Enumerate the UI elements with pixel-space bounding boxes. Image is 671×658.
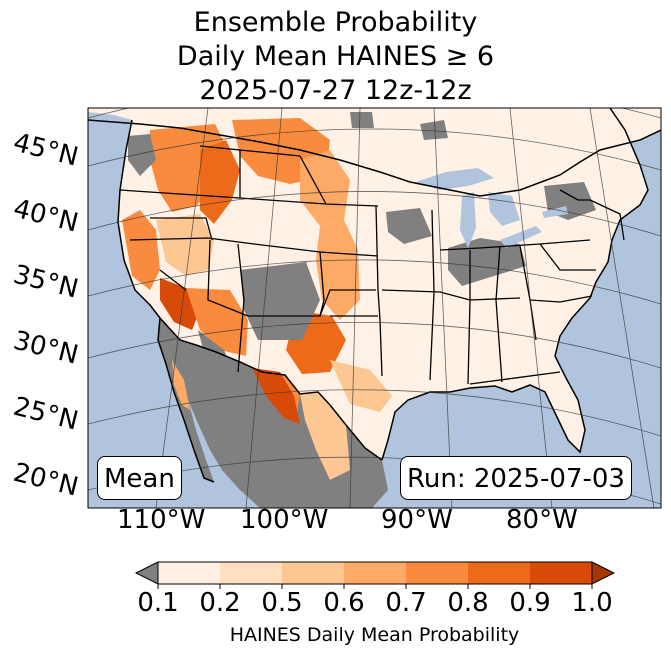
colorbar-segment-3: [282, 562, 344, 584]
canada-gray-2: [420, 120, 448, 140]
texas-light: [330, 360, 392, 412]
graticule: [88, 108, 661, 508]
colorbar-frame: [157, 561, 593, 585]
california-dark: [160, 278, 200, 330]
southwest-gray: [198, 330, 236, 384]
idaho-orange: [200, 140, 240, 224]
colorbar-tick-label: 0.2: [199, 588, 241, 618]
colorbar-tick-label: 0.6: [323, 588, 365, 618]
lat-label-30: 30°N: [10, 326, 81, 371]
run-label-box: Run: 2025-07-03: [400, 456, 632, 500]
colorbar-label: HAINES Daily Mean Probability: [229, 624, 520, 646]
lake-huron: [488, 192, 520, 226]
lat-label-25: 25°N: [10, 392, 81, 437]
colorbar-tick-label: 0.1: [137, 588, 179, 618]
colorbar-segment-6: [468, 562, 530, 584]
colorbar-segment-5: [406, 562, 468, 584]
plains-light: [316, 220, 360, 320]
lat-label-45: 45°N: [10, 128, 81, 173]
midwest-gray-2: [448, 238, 526, 286]
lon-label-110: 110°W: [117, 505, 206, 535]
colorbar-tick-label: 1.0: [571, 588, 613, 618]
lon-label-80: 80°W: [506, 505, 578, 535]
colorbar: [134, 561, 616, 589]
lat-label-35: 35°N: [10, 260, 81, 305]
colorbar-segment-1: [158, 562, 220, 584]
map-area: [88, 108, 661, 508]
lat-label-20: 20°N: [10, 458, 81, 503]
lake-michigan: [460, 192, 476, 248]
colorbar-under-arrow: [134, 561, 159, 585]
midwest-gray-1: [386, 208, 432, 244]
title-line-1: Ensemble Probability: [193, 7, 478, 38]
lon-label-90: 90°W: [381, 505, 453, 535]
title-line-2: Daily Mean HAINES ≥ 6: [176, 41, 495, 72]
colorbar-tick-label: 0.9: [509, 588, 551, 618]
baja-orange: [172, 360, 190, 410]
title-line-3: 2025-07-27 12z-12z: [199, 75, 472, 106]
colorbar-tick-label: 0.5: [261, 588, 303, 618]
colorbar-over-arrow: [591, 561, 616, 585]
colorbar-segment-7: [530, 562, 592, 584]
colorbar-tick-marks: [157, 584, 593, 589]
lat-label-40: 40°N: [10, 194, 81, 239]
colorbar-tick-label: 0.7: [385, 588, 427, 618]
lake-superior: [416, 168, 494, 190]
mexico-light-patch: [300, 392, 350, 480]
arizona-orange: [186, 288, 248, 356]
colorado-gray: [240, 262, 320, 340]
lake-ontario: [542, 206, 568, 218]
pnw-gray: [128, 134, 156, 176]
montana-light: [300, 150, 350, 226]
colorbar-tick-label: 0.8: [447, 588, 489, 618]
colorbar-segment-4: [344, 562, 406, 584]
colorbar-segment-2: [220, 562, 282, 584]
west-texas-dark: [252, 368, 300, 424]
state-borders: [119, 145, 625, 385]
map-frame: [87, 107, 662, 509]
lon-label-100: 100°W: [240, 505, 329, 535]
canada-land: [88, 108, 661, 196]
lake-erie: [500, 226, 542, 248]
stat-label-box: Mean: [97, 456, 182, 500]
california-orange: [122, 210, 160, 290]
canada-gray-1: [350, 112, 374, 128]
great-basin-light: [156, 214, 214, 276]
